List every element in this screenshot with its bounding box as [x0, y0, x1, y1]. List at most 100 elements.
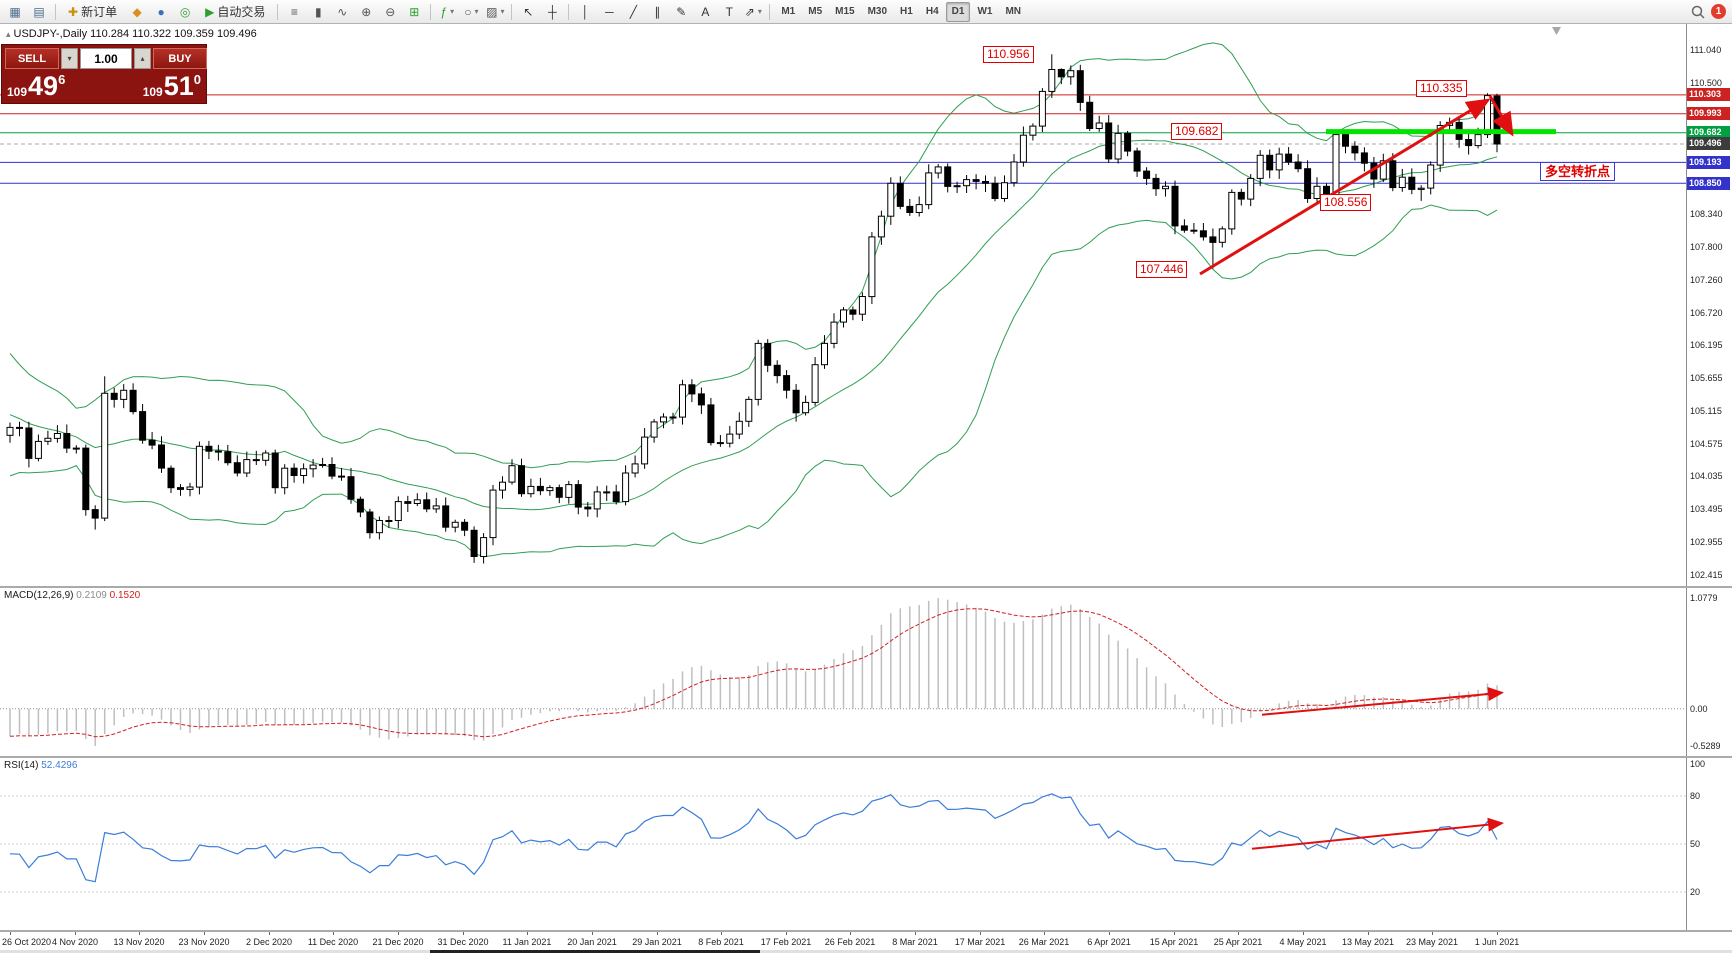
time-axis-label: 8 Mar 2021	[892, 937, 938, 947]
price-annotation-label[interactable]: 109.682	[1171, 123, 1223, 140]
rsi-scale-label: 50	[1690, 839, 1701, 849]
bollinger-lower	[9, 204, 1498, 558]
timeframe-d1[interactable]: D1	[945, 1, 971, 22]
time-axis-tick	[527, 932, 528, 935]
sell-button[interactable]: SELL	[5, 48, 59, 69]
market-icon[interactable]: ◆	[126, 1, 148, 23]
time-axis-tick	[1432, 932, 1433, 935]
time-axis-label: 15 Apr 2021	[1149, 937, 1199, 947]
toolbar-separator	[568, 3, 570, 20]
timeframe-m30[interactable]: M30	[867, 6, 888, 17]
buy-button[interactable]: BUY	[153, 48, 207, 69]
horizontal-level-lines[interactable]	[0, 94, 1686, 184]
price-scale-label: 106.195	[1690, 340, 1723, 350]
volume-up-button[interactable]: ▴	[134, 48, 151, 69]
price-annotation-label[interactable]: 110.335	[1416, 80, 1467, 97]
price-scale-label: 110.500	[1690, 78, 1722, 88]
timeframe-mn[interactable]: MN	[1005, 6, 1021, 17]
price-annotation-label[interactable]: 107.446	[1136, 261, 1188, 278]
macd-trend-arrow	[1261, 687, 1504, 716]
indicators-button[interactable]: ƒ ▾	[436, 1, 458, 23]
timeframe-m15[interactable]: M15	[835, 6, 855, 17]
price-scale-label: 103.495	[1690, 504, 1723, 514]
macd-canvas[interactable]	[0, 588, 1686, 756]
toolbar: ▦ ▤ ✚ 新订单 ◆ ● ◎ ▶ 自动交易 ≡ ▮ ∿ ⊕ ⊖ ⊞ ƒ ▾ ○ ▾ ▨ ▾ ↖ ┼ │ ─ ╱ ∥ ✎ A T ⇗ ▾ M1…	[0, 0, 1732, 24]
price-annotation-label[interactable]: 110.956	[983, 46, 1034, 63]
search-icon[interactable]	[1691, 5, 1705, 19]
timeframe-h1[interactable]: H1	[900, 6, 913, 17]
pane-separator-macd[interactable]	[0, 586, 1732, 588]
price-scale-label: 111.040	[1690, 45, 1722, 55]
time-axis-tick	[721, 932, 722, 935]
autotrading-button[interactable]: ▶ 自动交易	[198, 1, 272, 23]
arrows-tool-icon[interactable]: ⇗ ▾	[742, 1, 764, 23]
periods-button[interactable]: ○ ▾	[460, 1, 482, 23]
zoom-in-icon[interactable]: ⊕	[355, 1, 377, 23]
time-axis-label: 26 Mar 2021	[1018, 937, 1070, 947]
new-order-button[interactable]: ✚ 新订单	[61, 1, 124, 23]
line-chart-icon[interactable]: ∿	[331, 1, 353, 23]
templates-button[interactable]: ▨ ▾	[484, 1, 506, 23]
indicators-glyph: ƒ	[440, 4, 448, 19]
time-axis-tick	[980, 932, 981, 935]
bid-price[interactable]: 109 49 6	[5, 71, 67, 100]
pane-separator-rsi[interactable]	[0, 756, 1732, 758]
time-axis-tick	[75, 932, 76, 935]
timeframe-w1[interactable]: W1	[977, 6, 993, 17]
drawn-objects[interactable]	[1199, 27, 1561, 276]
time-axis-tick	[1238, 932, 1239, 935]
crosshair-icon-glyph: ┼	[548, 4, 557, 19]
pane-separator-axis	[0, 930, 1732, 932]
time-axis-label: 26 Feb 2021	[824, 937, 876, 947]
vertical-line-icon[interactable]: │	[574, 1, 596, 23]
time-axis-tick	[1109, 932, 1110, 935]
time-axis[interactable]: 26 Oct 2020 4 Nov 2020 13 Nov 2020 23 Nov 2…	[0, 932, 1732, 950]
community-icon[interactable]: ●	[150, 1, 172, 23]
toolbar-separator	[769, 3, 771, 20]
market-icon-glyph: ◆	[132, 4, 142, 19]
macd-signal-line	[9, 608, 1498, 738]
bars-icon[interactable]: ≡	[283, 1, 305, 23]
rsi-scale-label: 20	[1690, 887, 1701, 897]
ohlc-values: 110.284 110.322 109.359 109.496	[90, 28, 257, 40]
zoom-out-icon-glyph: ⊖	[385, 4, 396, 19]
price-scale-badge: 109.682	[1687, 126, 1730, 139]
chart-profiles-icon[interactable]: ▤	[28, 1, 50, 23]
templates-glyph: ▨	[486, 4, 498, 19]
horizontal-line-icon[interactable]: ─	[598, 1, 620, 23]
turning-point-note[interactable]: 多空转折点	[1540, 162, 1616, 181]
equidistant-channel-icon-glyph: ∥	[654, 4, 661, 19]
rsi-scale-label: 80	[1690, 791, 1701, 801]
fibonacci-icon[interactable]: ✎	[670, 1, 692, 23]
volume-down-button[interactable]: ▾	[61, 48, 78, 69]
main-chart-canvas[interactable]	[0, 24, 1686, 586]
rsi-canvas[interactable]	[0, 758, 1686, 930]
red-trend-arrow-1	[1488, 95, 1514, 137]
candles-icon[interactable]: ▮	[307, 1, 329, 23]
metaeditor-icon[interactable]: ◎	[174, 1, 196, 23]
new-chart-icon[interactable]: ▦	[4, 1, 26, 23]
notification-badge[interactable]: 1	[1711, 4, 1726, 19]
oct-expander-icon[interactable]: ▴	[6, 29, 11, 39]
zoom-out-icon[interactable]: ⊖	[379, 1, 401, 23]
bollinger-bands[interactable]	[9, 42, 1498, 558]
time-axis-tick	[1497, 932, 1498, 935]
volume-input[interactable]	[80, 48, 132, 69]
candlesticks[interactable]	[6, 54, 1501, 564]
price-annotation-label[interactable]: 108.556	[1320, 194, 1372, 211]
crosshair-icon[interactable]: ┼	[541, 1, 563, 23]
price-scale-badge: 108.850	[1687, 177, 1730, 190]
tile-windows-icon[interactable]: ⊞	[403, 1, 425, 23]
text-icon[interactable]: A	[694, 1, 716, 23]
cursor-icon[interactable]: ↖	[517, 1, 539, 23]
timeframe-h4[interactable]: H4	[925, 6, 939, 17]
text-label-icon[interactable]: T	[718, 1, 740, 23]
time-axis-tick	[850, 932, 851, 935]
price-scale-badge: 109.993	[1687, 107, 1730, 120]
trendline-icon[interactable]: ╱	[622, 1, 644, 23]
vertical-line-icon-glyph: │	[581, 4, 590, 19]
timeframe-m5[interactable]: M5	[808, 6, 823, 17]
timeframe-m1[interactable]: M1	[781, 6, 796, 17]
ask-price[interactable]: 109 51 0	[141, 71, 203, 100]
equidistant-channel-icon[interactable]: ∥	[646, 1, 668, 23]
